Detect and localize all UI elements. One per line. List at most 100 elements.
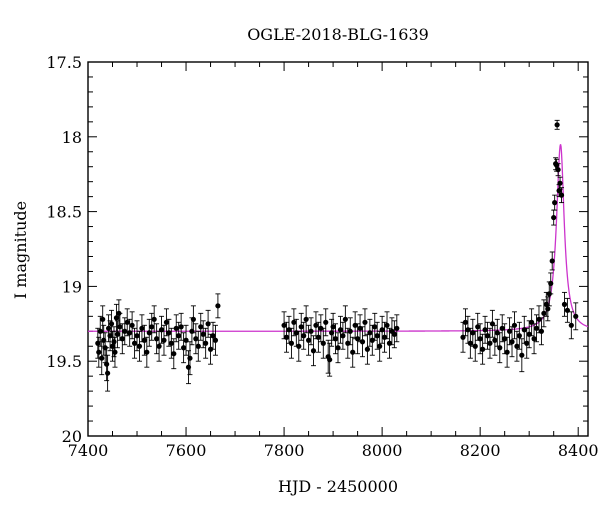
data-point bbox=[367, 318, 373, 347]
data-point bbox=[99, 341, 105, 376]
data-point bbox=[154, 323, 160, 355]
data-point bbox=[359, 326, 366, 358]
data-marker bbox=[551, 214, 557, 221]
data-marker bbox=[158, 327, 165, 333]
data-point bbox=[548, 272, 554, 295]
data-marker bbox=[552, 200, 558, 206]
data-point bbox=[558, 187, 565, 204]
data-point bbox=[480, 333, 486, 365]
data-marker bbox=[119, 336, 125, 342]
data-marker bbox=[337, 327, 344, 333]
data-point bbox=[281, 311, 287, 340]
data-marker bbox=[557, 180, 563, 186]
data-marker bbox=[359, 339, 366, 345]
data-point bbox=[100, 305, 106, 334]
data-marker bbox=[377, 343, 383, 349]
data-point bbox=[561, 291, 568, 317]
data-marker bbox=[108, 321, 115, 327]
data-marker bbox=[111, 339, 117, 345]
data-point bbox=[149, 312, 155, 341]
data-point bbox=[173, 314, 179, 343]
data-marker bbox=[139, 325, 145, 331]
y-tick-label: 17.5 bbox=[46, 53, 82, 72]
data-marker bbox=[364, 346, 371, 352]
data-point bbox=[178, 312, 184, 341]
data-point bbox=[139, 314, 145, 343]
data-marker bbox=[156, 343, 162, 349]
data-marker bbox=[477, 336, 483, 342]
data-marker bbox=[531, 336, 537, 342]
data-marker bbox=[497, 345, 503, 351]
data-marker bbox=[303, 316, 309, 322]
data-marker bbox=[296, 343, 302, 349]
data-point bbox=[131, 327, 138, 359]
data-marker bbox=[100, 316, 106, 322]
data-marker bbox=[136, 343, 143, 349]
data-point bbox=[212, 324, 219, 356]
data-marker bbox=[384, 322, 390, 328]
data-marker bbox=[524, 340, 530, 346]
data-point bbox=[303, 305, 309, 334]
data-marker bbox=[168, 340, 174, 346]
data-point bbox=[352, 311, 358, 340]
data-point bbox=[489, 309, 496, 338]
data-marker bbox=[313, 322, 319, 328]
model-curve bbox=[88, 144, 589, 332]
data-marker bbox=[99, 355, 105, 361]
data-point bbox=[323, 308, 329, 337]
data-point bbox=[497, 332, 503, 364]
data-marker bbox=[514, 343, 520, 349]
x-tick-label: 7400 bbox=[68, 441, 109, 460]
data-point bbox=[394, 314, 400, 343]
data-marker bbox=[124, 319, 130, 325]
data-marker bbox=[96, 349, 102, 355]
data-marker bbox=[564, 307, 571, 313]
data-marker bbox=[210, 333, 216, 339]
data-point bbox=[203, 327, 209, 359]
data-marker bbox=[122, 328, 128, 334]
data-marker bbox=[146, 330, 152, 336]
data-point bbox=[198, 312, 204, 341]
data-marker bbox=[105, 370, 111, 376]
data-point bbox=[193, 323, 199, 355]
data-point bbox=[127, 318, 133, 347]
data-marker bbox=[558, 192, 565, 198]
data-point bbox=[105, 354, 111, 392]
y-tick-label: 20 bbox=[62, 427, 82, 446]
data-point bbox=[205, 309, 211, 338]
data-marker bbox=[180, 345, 187, 351]
data-point bbox=[283, 321, 290, 353]
data-point bbox=[158, 315, 165, 344]
data-marker bbox=[203, 340, 209, 346]
data-marker bbox=[195, 343, 201, 349]
data-point bbox=[524, 327, 530, 359]
data-marker bbox=[129, 322, 135, 328]
data-marker bbox=[141, 337, 147, 343]
data-point bbox=[96, 336, 102, 368]
data-point bbox=[511, 311, 518, 340]
data-point bbox=[332, 323, 339, 355]
data-point bbox=[555, 163, 561, 177]
data-point bbox=[114, 320, 121, 349]
data-marker bbox=[561, 301, 568, 307]
chart-title: OGLE-2018-BLG-1639 bbox=[247, 25, 429, 44]
data-point bbox=[519, 338, 525, 373]
data-point bbox=[374, 321, 380, 350]
data-marker bbox=[504, 349, 510, 355]
data-point bbox=[509, 326, 515, 358]
data-point bbox=[482, 315, 488, 344]
data-marker bbox=[320, 340, 326, 346]
data-marker bbox=[340, 333, 346, 339]
x-tick-label: 7800 bbox=[264, 441, 305, 460]
data-point bbox=[551, 209, 557, 226]
data-point bbox=[141, 324, 147, 356]
data-point bbox=[215, 293, 221, 319]
data-marker bbox=[190, 316, 196, 322]
data-point bbox=[347, 317, 353, 346]
data-point bbox=[379, 315, 385, 344]
data-point bbox=[195, 330, 201, 362]
y-tick-label: 19.5 bbox=[46, 352, 82, 371]
data-point bbox=[538, 317, 545, 346]
data-point bbox=[210, 321, 216, 350]
data-point bbox=[124, 308, 130, 337]
